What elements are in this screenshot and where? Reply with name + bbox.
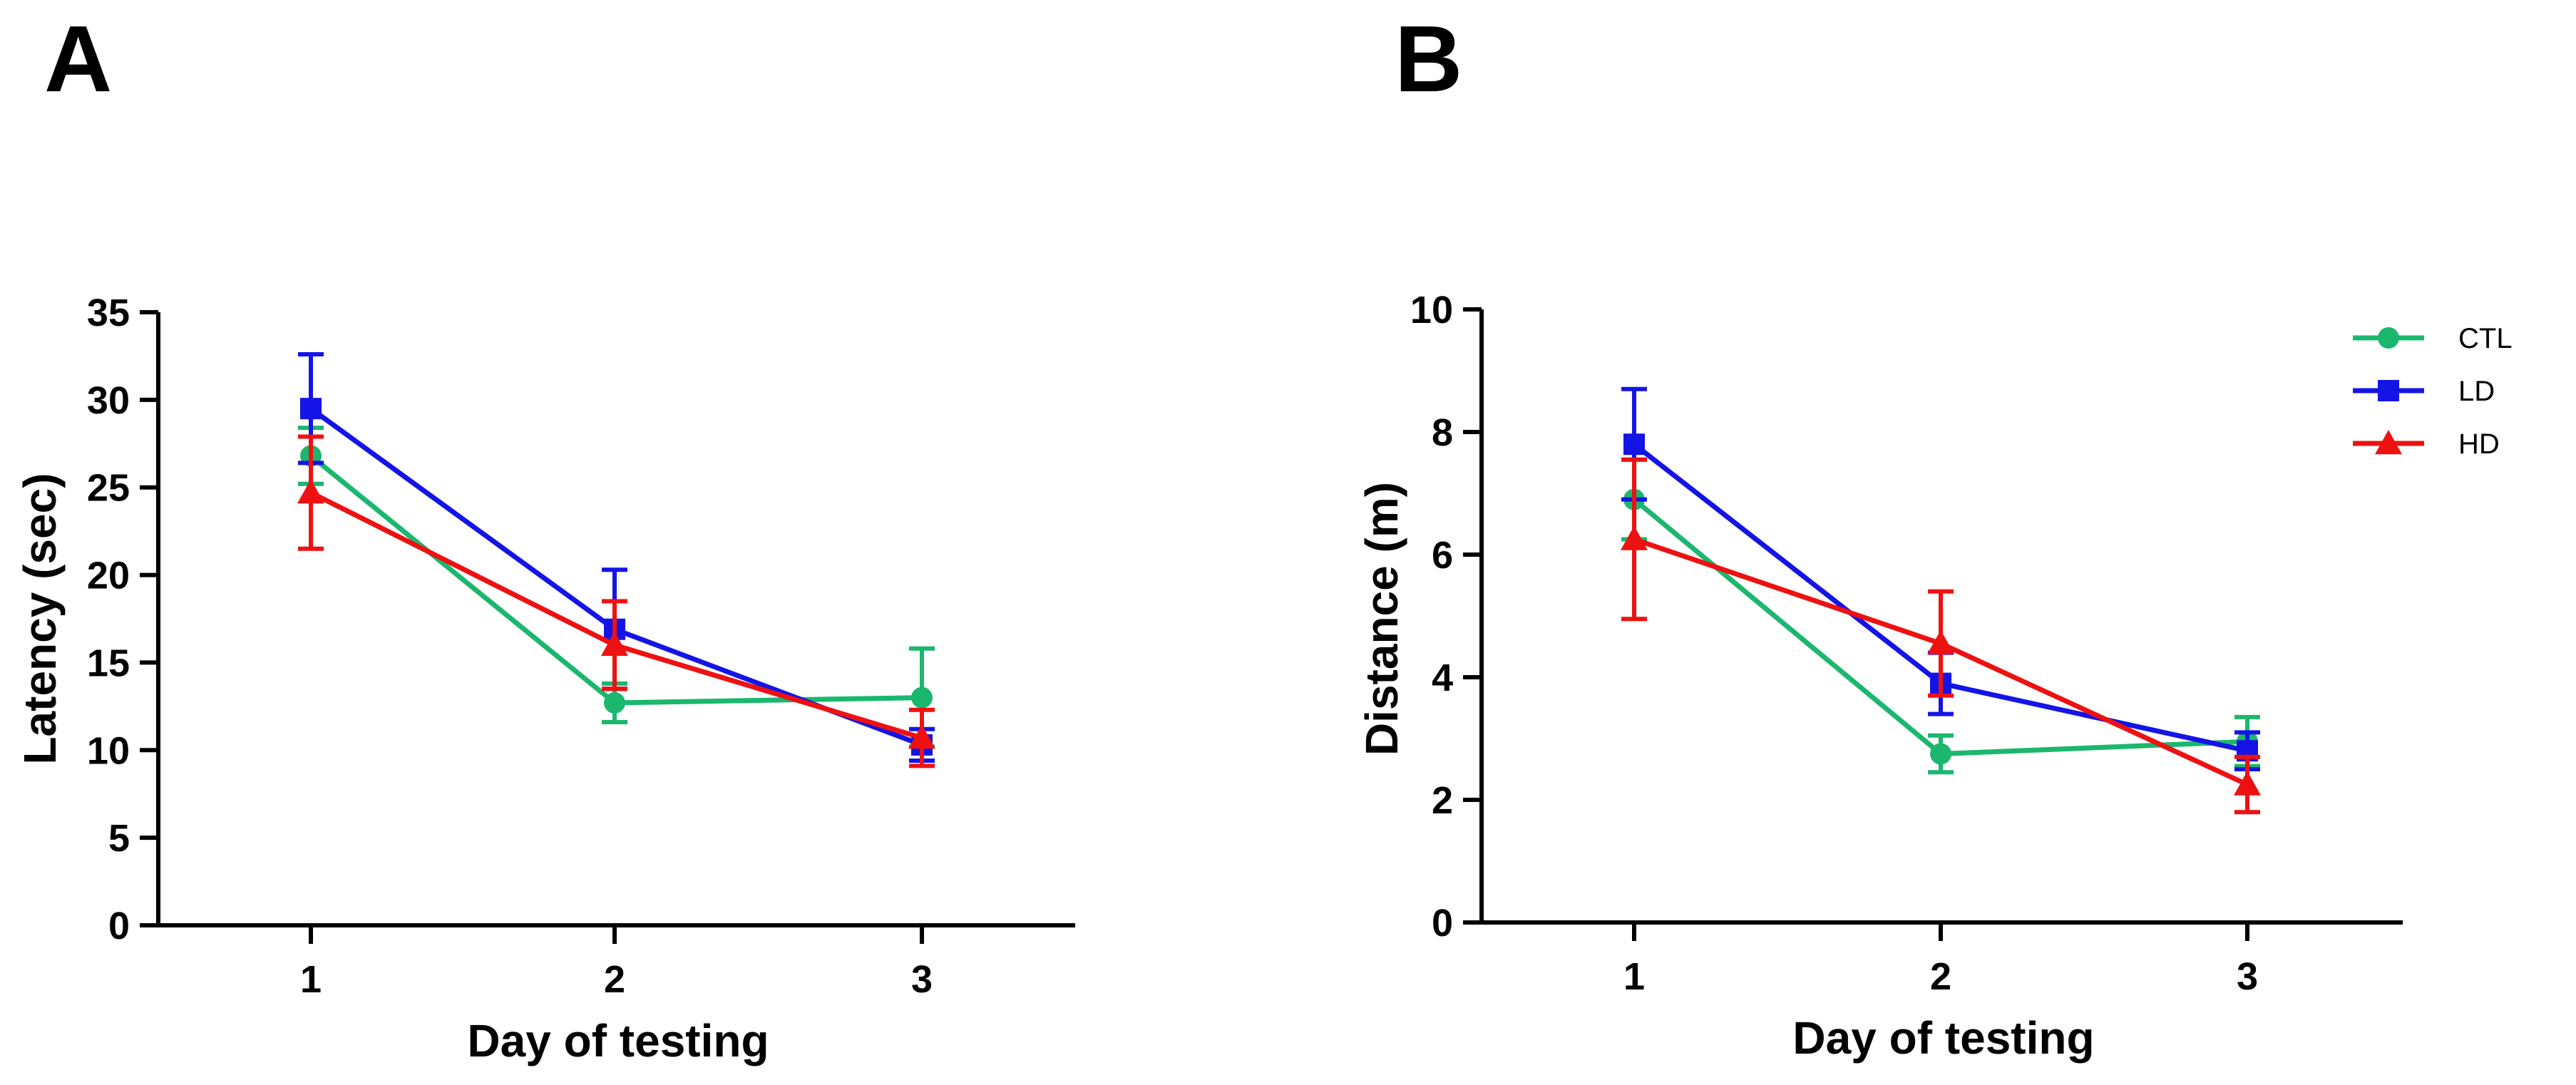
panel-a-series-hd-point-marker xyxy=(297,479,324,504)
panel-a-y-tick-label: 10 xyxy=(87,729,130,772)
legend-ctl-marker xyxy=(2378,327,2399,349)
panel-b-y-tick-label: 8 xyxy=(1432,411,1453,454)
panel-a-series-ld-point-marker xyxy=(300,398,322,420)
panel-b-x-tick-label: 1 xyxy=(1623,955,1645,998)
panel-a-letter: A xyxy=(44,6,112,111)
panel-a-x-tick-label: 3 xyxy=(911,958,933,1001)
panel-b-series-hd-point-marker xyxy=(1927,629,1954,654)
panel-a-series-ctl-point-marker xyxy=(604,691,625,714)
panel-b-series-hd-point-marker xyxy=(2234,771,2261,796)
legend-hd: HD xyxy=(2353,428,2500,460)
panel-b-y-tick-label: 4 xyxy=(1432,657,1453,699)
panel-a-series-hd-point-marker xyxy=(908,724,935,749)
panel-b-y-tick-label: 6 xyxy=(1432,534,1453,577)
panel-a-series-hd xyxy=(297,434,935,768)
panel-b-y-tick-label: 2 xyxy=(1432,779,1453,822)
panel-a-y-tick-label: 15 xyxy=(87,642,130,684)
panel-a-y-tick-label: 35 xyxy=(87,292,130,334)
legend-hd-label: HD xyxy=(2458,428,2500,460)
panel-a-y-tick-label: 30 xyxy=(87,379,130,422)
panel-b-x-tick-label: 2 xyxy=(1930,955,1951,998)
panel-a-y-axis-title: Latency (sec) xyxy=(14,473,66,764)
panel-b-x-tick-label: 3 xyxy=(2237,955,2258,998)
legend-ld-marker xyxy=(2378,380,2399,401)
panel-a-series-ctl-point-marker xyxy=(911,687,933,709)
legend-ld-label: LD xyxy=(2458,376,2495,407)
panel-b-series-ld xyxy=(1621,386,2260,771)
legend-ld: LD xyxy=(2353,376,2495,407)
panel-a-x-tick-label: 1 xyxy=(300,958,322,1001)
panel-b-series-ld-point-marker xyxy=(1623,433,1645,456)
panel-b-letter: B xyxy=(1395,6,1462,111)
panel-a-y-tick-label: 20 xyxy=(87,555,130,597)
legend-ctl: CTL xyxy=(2353,323,2513,354)
legend-hd-marker xyxy=(2375,430,2402,455)
panel-a-series-hd-point-marker xyxy=(601,631,628,657)
panel-b-y-axis-title: Distance (m) xyxy=(1356,482,1407,756)
panel-a-x-tick-label: 2 xyxy=(604,958,625,1001)
panel-b-series-ctl-point-marker xyxy=(1930,743,1951,765)
panel-a-x-axis-title: Day of testing xyxy=(467,1015,769,1066)
panel-b-y-tick-label: 10 xyxy=(1410,289,1453,331)
panel-b-x-axis-title: Day of testing xyxy=(1792,1012,2094,1064)
legend-ctl-label: CTL xyxy=(2458,323,2513,354)
panel-b-series-hd-point-marker xyxy=(1621,525,1648,550)
panel-a: A 0 5 10 15 20 25 30 35 1 2 3 Day of testing Latency… xyxy=(14,6,1075,1066)
panel-a-y-tick-label: 25 xyxy=(87,467,130,510)
panel-a-y-tick-label: 5 xyxy=(108,817,130,860)
legend: CTL LD HD xyxy=(2353,323,2513,460)
panel-a-y-tick-label: 0 xyxy=(108,905,130,947)
panel-b-series-hd xyxy=(1621,457,2261,815)
panel-b-y-tick-label: 0 xyxy=(1432,902,1453,945)
